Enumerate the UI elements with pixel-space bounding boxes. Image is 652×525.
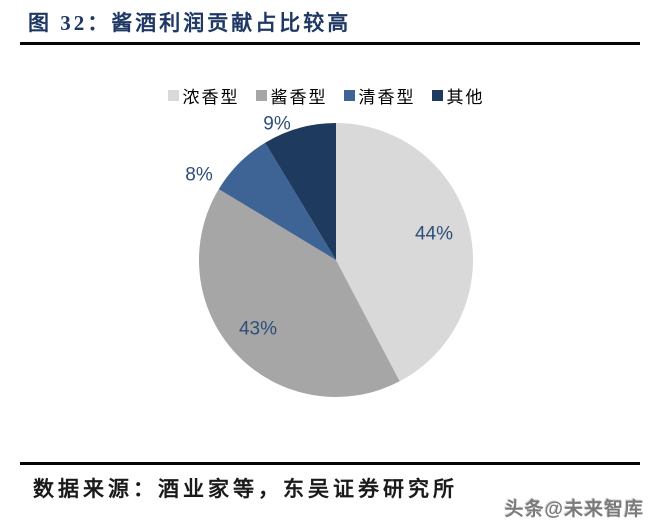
legend-label: 清香型	[358, 88, 416, 107]
data-source-text: 数据来源：酒业家等，东吴证券研究所	[33, 477, 458, 501]
legend-swatch-icon	[255, 90, 267, 101]
pie-slice-浓香型	[336, 123, 474, 382]
legend-item-浓香型: 浓香型	[167, 83, 240, 108]
pie-slice-酱香型	[198, 189, 400, 398]
legend-swatch-icon	[167, 90, 179, 101]
legend-item-清香型: 清香型	[343, 83, 416, 108]
bottom-divider	[20, 462, 640, 465]
figure-title: 图 32：酱酒利润贡献占比较高	[28, 11, 352, 35]
pie-data-label-浓香型: 44%	[415, 224, 453, 245]
legend-label: 酱香型	[270, 88, 328, 107]
legend-swatch-icon	[343, 90, 355, 101]
watermark-text: 头条@未来智库	[504, 499, 644, 520]
legend-label: 其他	[446, 88, 485, 107]
legend-label: 浓香型	[182, 88, 240, 107]
legend-item-其他: 其他	[431, 83, 485, 108]
pie-data-label-其他: 9%	[263, 114, 291, 135]
pie-slice-其他	[265, 123, 336, 260]
legend-item-酱香型: 酱香型	[255, 83, 328, 108]
pie-data-label-清香型: 8%	[185, 165, 213, 186]
chart-legend: 浓香型 酱香型 清香型 其他	[0, 83, 652, 108]
pie-slice-清香型	[218, 142, 336, 260]
pie-data-label-酱香型: 43%	[239, 319, 277, 340]
pie-chart-svg: 44% 43% 8% 9%	[185, 114, 474, 398]
legend-swatch-icon	[431, 90, 443, 101]
top-divider	[20, 42, 640, 45]
